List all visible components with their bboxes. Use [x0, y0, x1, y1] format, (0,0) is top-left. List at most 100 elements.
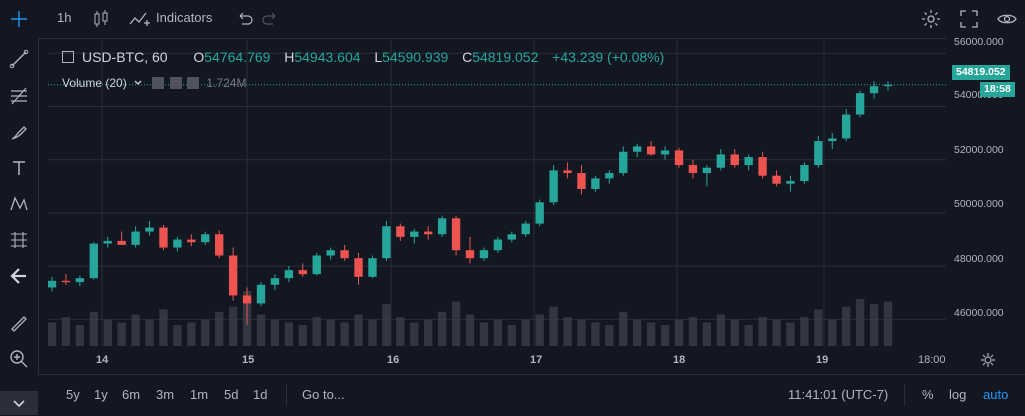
candle-body	[145, 227, 154, 232]
volume-bar	[883, 301, 893, 346]
range-1y[interactable]: 1y	[94, 387, 108, 402]
candle-body	[605, 173, 614, 179]
range-6m[interactable]: 6m	[122, 387, 141, 402]
axis-settings-icon[interactable]	[980, 352, 996, 368]
candle-body	[702, 167, 712, 174]
candle-body	[298, 270, 307, 275]
goto-button[interactable]: Go to...	[302, 387, 345, 402]
candle-body	[660, 150, 670, 155]
volume-bar	[75, 325, 85, 346]
volume-bar	[842, 306, 851, 346]
time-tick: 19	[816, 354, 829, 366]
prediction-icon[interactable]	[8, 229, 30, 251]
candle-body	[563, 170, 572, 174]
candle-body	[75, 278, 85, 283]
close-value: 54819.052	[472, 49, 539, 65]
open-label: O	[193, 49, 205, 65]
log-toggle[interactable]: log	[949, 387, 967, 402]
time-axis[interactable]: 14 15 16 17 18 19 18:00	[38, 346, 946, 374]
collapse-toolbar-button[interactable]	[0, 391, 38, 415]
candlestick-chart[interactable]	[48, 40, 946, 346]
pattern-icon[interactable]	[8, 193, 30, 215]
candle-body	[869, 86, 879, 94]
candle-body	[730, 154, 739, 166]
volume-bar	[549, 306, 558, 346]
indicators-icon[interactable]	[128, 8, 150, 30]
candle-body	[215, 234, 224, 256]
fullscreen-icon[interactable]	[958, 8, 980, 30]
zoom-icon[interactable]	[8, 348, 30, 370]
candle-body	[326, 250, 335, 256]
range-5d[interactable]: 5d	[224, 387, 239, 402]
divider	[904, 384, 905, 406]
trendline-icon[interactable]	[8, 48, 30, 70]
collapse-legend-icon[interactable]	[62, 51, 74, 63]
fib-icon[interactable]	[8, 85, 30, 107]
range-5y[interactable]: 5y	[66, 387, 80, 402]
volume-bar	[451, 301, 461, 346]
volume-bar	[410, 322, 419, 346]
time-tick: 16	[387, 354, 400, 366]
auto-toggle[interactable]: auto	[983, 387, 1009, 402]
undo-icon[interactable]	[233, 8, 255, 30]
volume-bar	[535, 314, 544, 346]
candle-body	[493, 239, 503, 251]
close-label: C	[462, 49, 473, 65]
candle-body	[424, 231, 433, 235]
candle-body	[451, 218, 461, 251]
volume-bar	[800, 317, 809, 346]
candle-body	[228, 255, 238, 296]
change-value: +43.239 (+0.08%)	[552, 49, 665, 65]
volume-bar	[493, 319, 503, 346]
candle-body	[159, 227, 168, 248]
volume-value: 1.724M	[206, 76, 247, 90]
ruler-icon[interactable]	[8, 313, 30, 335]
range-1d[interactable]: 1d	[253, 387, 268, 402]
clock[interactable]: 11:41:01 (UTC-7)	[788, 387, 889, 402]
redo-icon[interactable]	[260, 8, 282, 30]
candles-icon[interactable]	[90, 8, 112, 30]
symbol-title[interactable]: USD-BTC, 60	[82, 49, 168, 65]
crosshair-icon[interactable]	[8, 8, 30, 30]
volume-bar	[758, 317, 767, 346]
text-icon[interactable]	[8, 157, 30, 179]
volume-title[interactable]: Volume (20)	[62, 76, 127, 90]
candle-body	[800, 165, 809, 182]
candle-body	[591, 178, 600, 190]
volume-bar	[702, 322, 712, 346]
chevron-down-icon[interactable]	[133, 79, 143, 87]
candle-body	[340, 250, 349, 259]
volume-legend: Volume (20) 1.724M	[62, 76, 246, 90]
settings-icon[interactable]	[920, 8, 942, 30]
candle-body	[410, 231, 419, 237]
volume-bar	[396, 317, 405, 346]
range-1m[interactable]: 1m	[190, 387, 209, 402]
volume-bar	[424, 319, 433, 346]
volume-bar	[772, 319, 781, 346]
candle-body	[382, 226, 391, 259]
volume-bar	[786, 322, 795, 346]
price-tick: 50000.000	[954, 198, 1004, 210]
brush-icon[interactable]	[8, 121, 30, 143]
volume-bar	[312, 317, 321, 346]
time-tick: 15	[242, 354, 255, 366]
volume-bar	[855, 298, 865, 346]
eye-icon[interactable]	[996, 8, 1018, 30]
volume-bar	[159, 309, 168, 346]
close-icon[interactable]	[187, 77, 200, 89]
candle-body	[187, 239, 196, 243]
settings-icon[interactable]	[169, 77, 182, 89]
percent-toggle[interactable]: %	[922, 387, 934, 402]
volume-bar	[437, 311, 447, 346]
candle-body	[131, 231, 140, 245]
back-arrow-icon[interactable]	[8, 265, 30, 287]
visibility-icon[interactable]	[152, 77, 165, 89]
candle-body	[786, 181, 795, 184]
indicators-button[interactable]: Indicators	[156, 10, 213, 25]
chevron-down-icon	[13, 400, 25, 408]
range-3m[interactable]: 3m	[156, 387, 175, 402]
interval-button[interactable]: 1h	[57, 10, 72, 25]
volume-bar	[660, 325, 670, 346]
candle-body	[507, 234, 516, 240]
candle-body	[312, 255, 321, 275]
